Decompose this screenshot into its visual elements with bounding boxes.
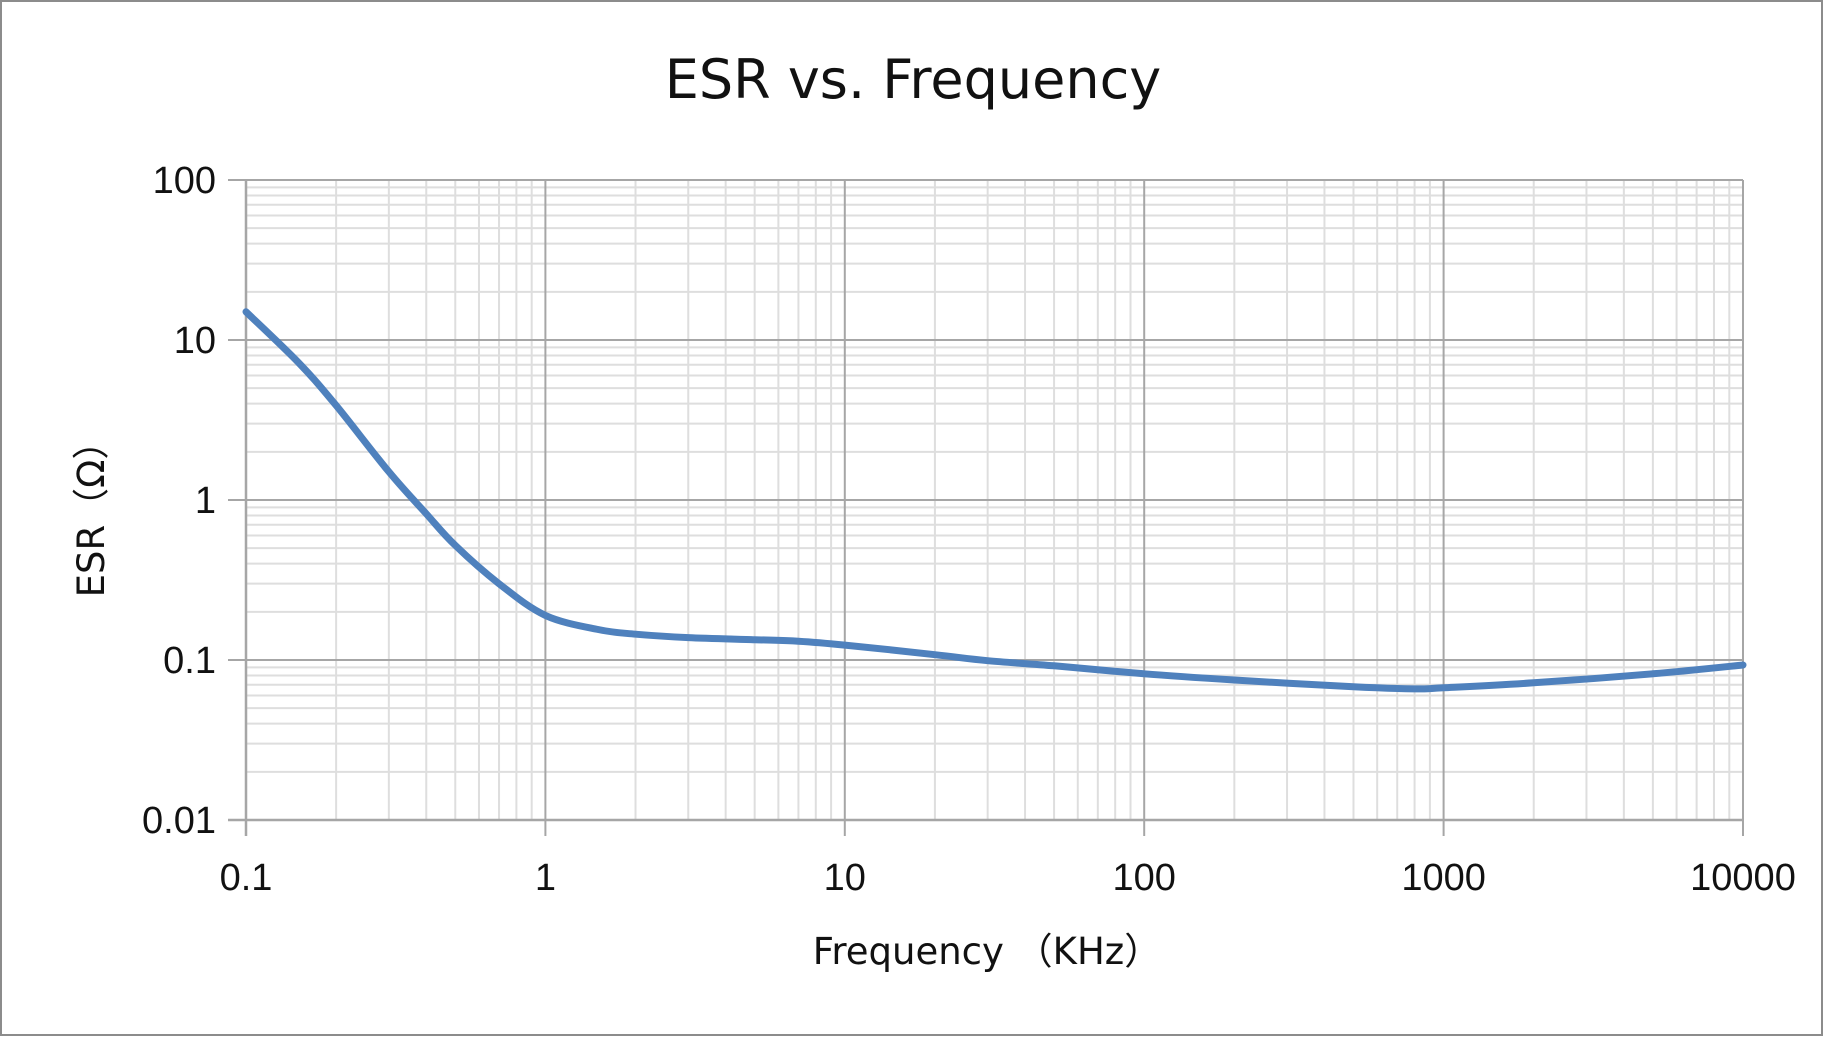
- x-axis-title: Frequency （KHz）: [813, 930, 1161, 973]
- x-tick-label: 100: [1112, 857, 1175, 899]
- y-tick-label: 0.01: [142, 800, 216, 842]
- esr-series-line: [242, 308, 1747, 693]
- x-tick-labels: 0.1 1 10 100 1000 10000: [220, 857, 1796, 899]
- axes: [228, 180, 1744, 836]
- x-tick-label: 1: [535, 857, 556, 899]
- y-tick-label: 0.1: [163, 640, 216, 682]
- y-tick-label: 1: [195, 480, 216, 522]
- y-axis-title: ESR（Ω）: [70, 423, 113, 598]
- x-tick-label: 10: [824, 857, 866, 899]
- chart-title: ESR vs. Frequency: [665, 48, 1161, 111]
- y-tick-label: 10: [174, 320, 216, 362]
- x-tick-label: 0.1: [220, 857, 273, 899]
- x-tick-label: 10000: [1690, 857, 1796, 899]
- series-layer: [242, 308, 1747, 693]
- y-tick-label: 100: [153, 160, 216, 202]
- x-tick-label: 1000: [1401, 857, 1486, 899]
- y-tick-labels: 100 10 1 0.1 0.01: [142, 160, 216, 842]
